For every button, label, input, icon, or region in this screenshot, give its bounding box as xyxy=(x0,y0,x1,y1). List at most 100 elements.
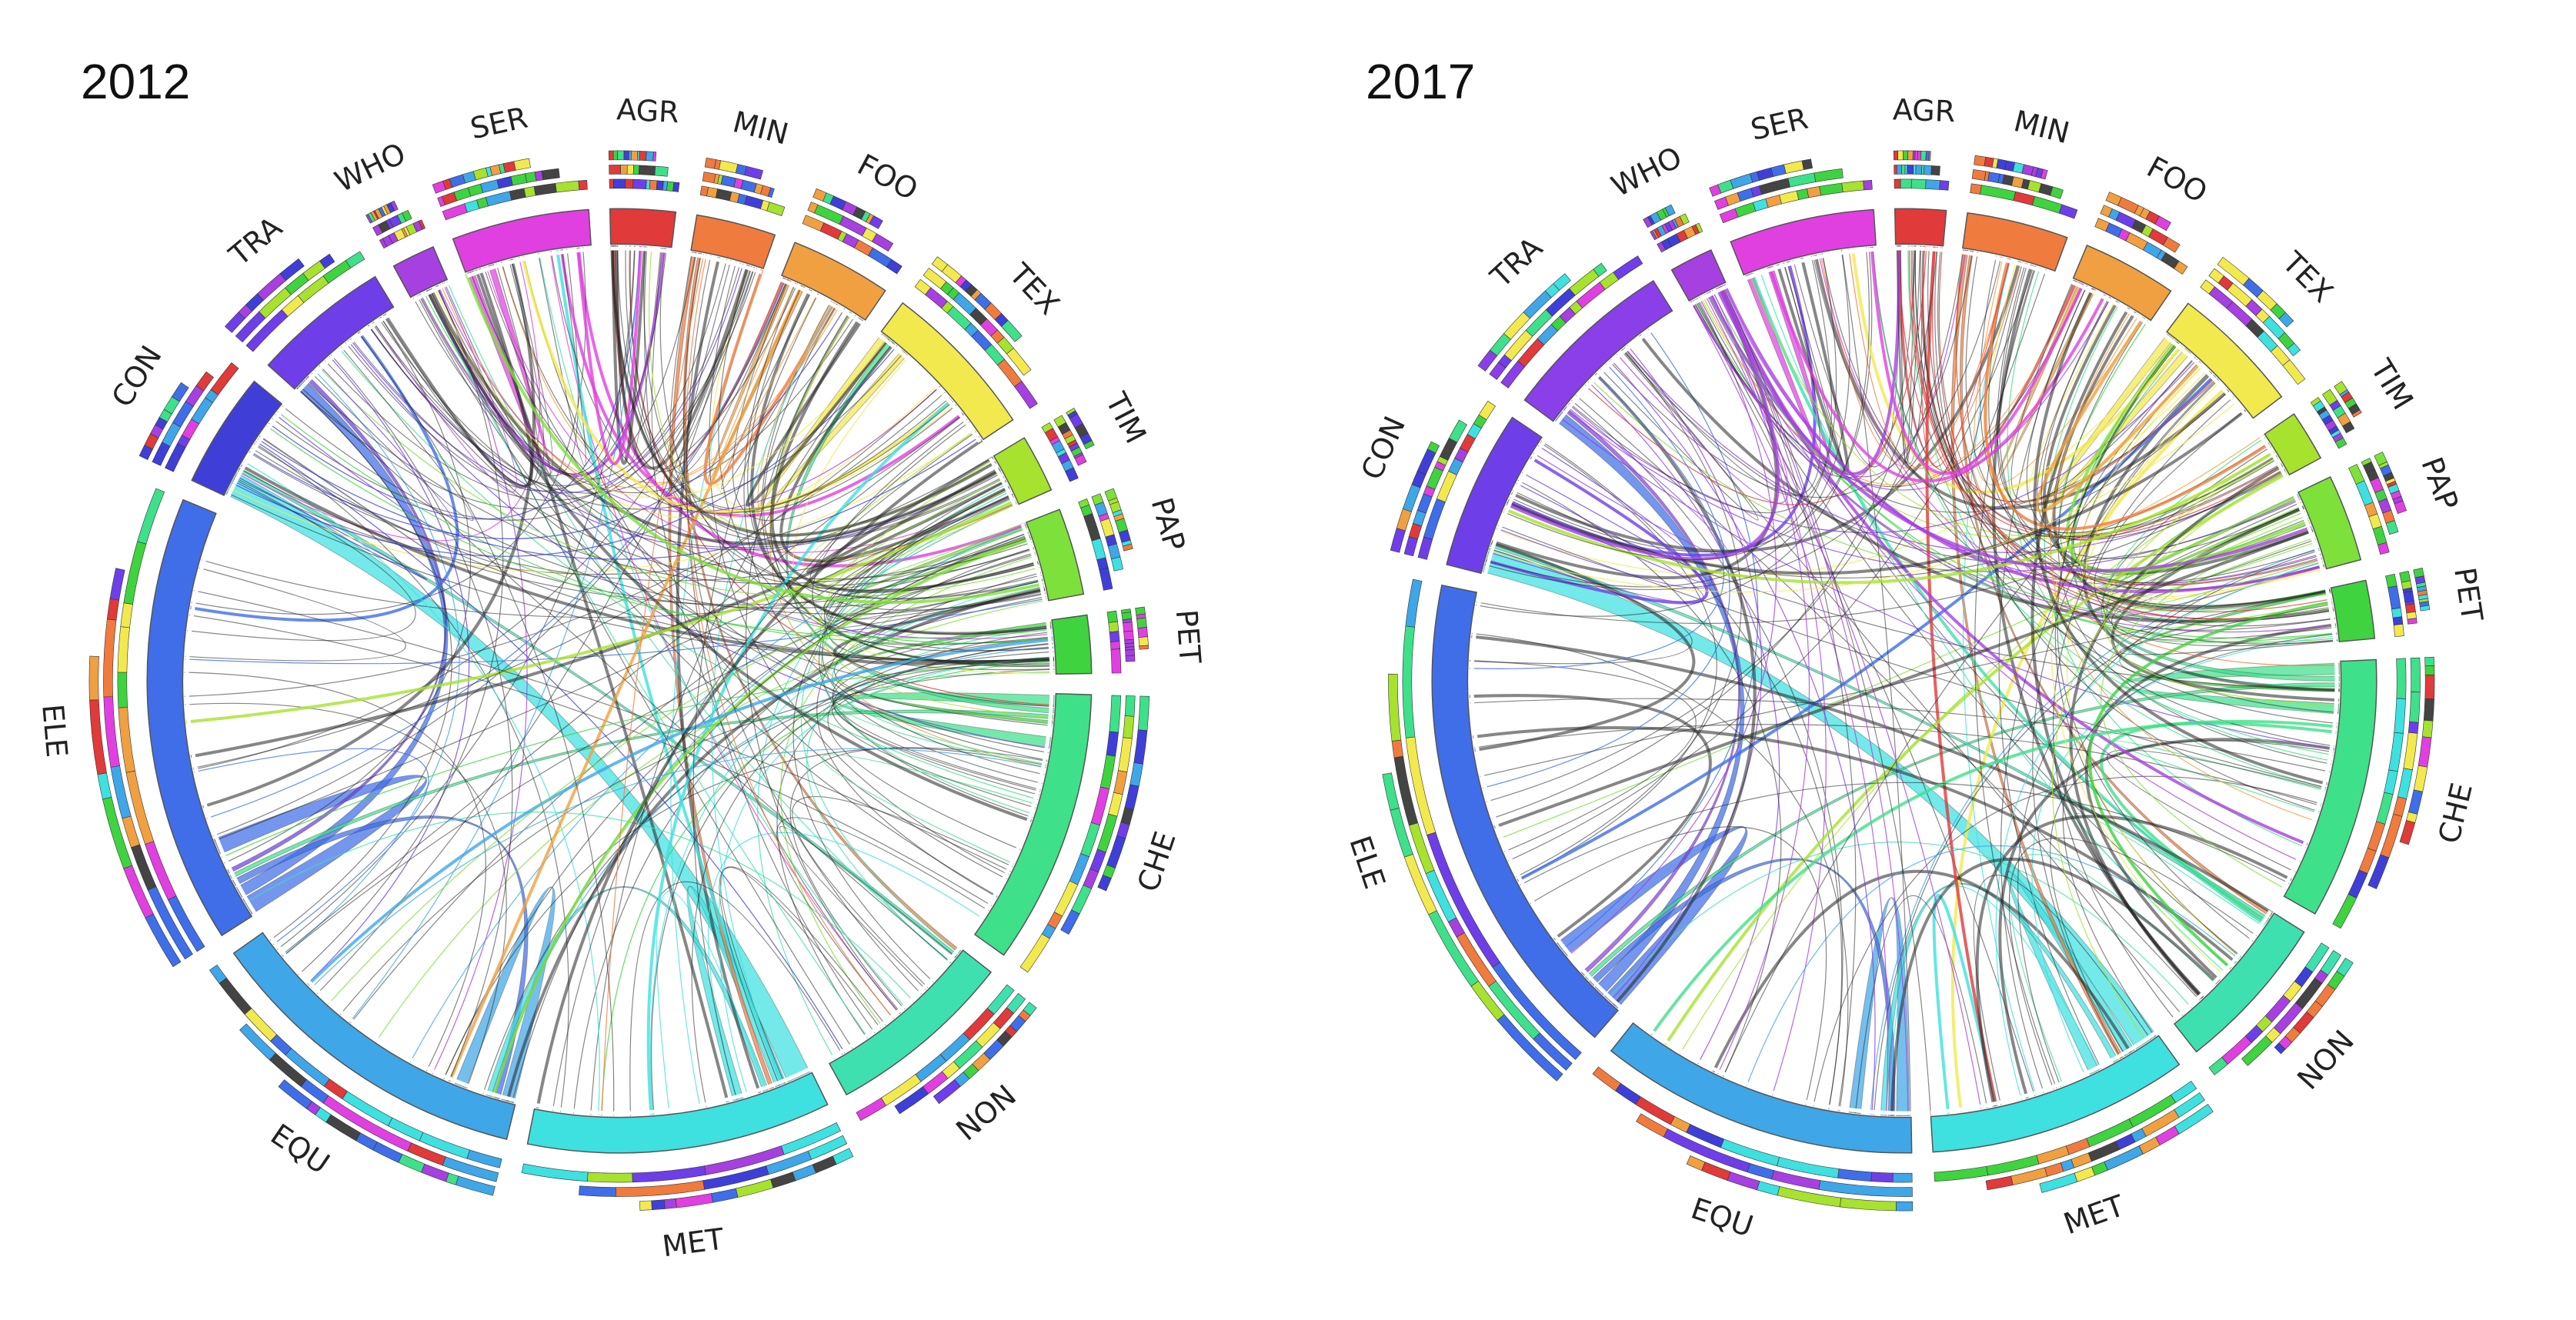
sector-inner-rim xyxy=(2163,333,2252,422)
sector-inner-rim xyxy=(1046,620,1054,675)
sector-label-non: NON xyxy=(2291,1024,2361,1096)
composition-segment xyxy=(2125,232,2148,251)
chord-fine-link xyxy=(1934,246,2320,812)
chord-fine-link xyxy=(345,248,667,492)
chord-fine-link xyxy=(483,267,1048,761)
sector-label-ser: SER xyxy=(467,101,530,146)
sector-inner-rim xyxy=(296,308,397,393)
composition-segment xyxy=(2367,854,2390,889)
composition-segment xyxy=(812,1155,837,1174)
composition-segment xyxy=(2117,197,2139,214)
chord-fine-link xyxy=(1841,250,1911,1116)
composition-segment xyxy=(856,1097,886,1122)
chord-fine-link xyxy=(776,817,989,1019)
chord-fine-link xyxy=(380,259,545,486)
chord-fine-link xyxy=(2050,340,2225,976)
composition-segment xyxy=(509,188,526,201)
chord-fine-link xyxy=(792,795,1013,988)
composition-segment xyxy=(1913,165,1917,175)
composition-segment xyxy=(2013,191,2035,206)
chord-fine-link xyxy=(1813,775,2322,1107)
chord-fine-link xyxy=(1498,495,2298,840)
sector-arc-agr xyxy=(1894,208,1947,247)
chord-fine-link xyxy=(1937,247,2335,747)
composition-segment xyxy=(2372,525,2387,545)
chord-fine-link xyxy=(659,248,1054,652)
composition-segment xyxy=(2342,421,2355,434)
sector-label-che: CHE xyxy=(2432,779,2479,846)
composition-segment xyxy=(869,215,883,229)
composition-segment xyxy=(2403,732,2418,771)
chord-fine-link xyxy=(328,539,1032,1005)
composition-segment xyxy=(1108,792,1123,817)
chord-fine-link xyxy=(833,588,1055,665)
chord-fine-link xyxy=(1938,247,2332,613)
chord-fine-link xyxy=(611,245,646,465)
composition-segment xyxy=(1970,183,1982,195)
chord-fine-link xyxy=(349,245,640,1023)
sector-inner-rim xyxy=(2259,435,2287,478)
chord-fine-link xyxy=(1584,246,1927,505)
chord-fine-link xyxy=(2035,316,2203,513)
composition-segment xyxy=(1382,772,1400,811)
composition-segment xyxy=(2348,464,2365,485)
chord-fine-link xyxy=(1927,246,2331,607)
sector-label-ele: ELE xyxy=(1343,832,1392,893)
composition-segment xyxy=(1757,1181,1780,1196)
composition-segment xyxy=(1136,617,1147,628)
composition-segment xyxy=(632,165,640,175)
chord-fine-link xyxy=(412,297,1033,580)
chord-fine-link xyxy=(1908,245,2334,620)
composition-segment xyxy=(2032,195,2063,214)
composition-segment xyxy=(1987,172,2000,184)
chord-fine-link xyxy=(206,278,786,819)
composition-segment xyxy=(2393,796,2407,817)
sector-inner-rim xyxy=(465,247,592,278)
sector-inner-rim xyxy=(2070,280,2150,326)
chord-fine-link xyxy=(2085,386,2325,600)
composition-segment xyxy=(555,180,580,193)
composition-segment xyxy=(449,174,466,188)
chord-fine-link xyxy=(1480,589,2331,778)
chord-fine-link xyxy=(1871,246,2334,756)
composition-segment xyxy=(1109,641,1121,650)
chord-fine-link xyxy=(1485,456,1709,605)
composition-segment xyxy=(2334,437,2347,449)
chord-fine-link xyxy=(1506,285,1780,561)
composition-segment xyxy=(802,215,825,232)
sector-label-pap: PAP xyxy=(2414,452,2464,514)
composition-segment xyxy=(1934,1165,1989,1182)
sector-arc-tim xyxy=(993,437,1053,505)
sector-arc-pet xyxy=(1051,614,1093,675)
composition-segment xyxy=(1123,630,1134,641)
composition-segment xyxy=(1122,543,1133,552)
composition-segment xyxy=(117,626,130,673)
composition-segment xyxy=(513,158,531,171)
chord-fine-link xyxy=(1489,400,2238,593)
chord-fine-link xyxy=(439,284,839,488)
composition-segment xyxy=(1910,178,1927,189)
chord-fine-link xyxy=(1471,632,1849,1112)
composition-segment xyxy=(609,178,614,189)
composition-segment xyxy=(2355,480,2374,506)
chord-fine-link xyxy=(492,535,1031,1098)
sector-label-tra: TRA xyxy=(222,210,289,273)
sector-arc-ser xyxy=(1730,208,1877,276)
composition-segment xyxy=(496,176,513,189)
composition-segment xyxy=(421,1163,449,1182)
composition-segment xyxy=(617,150,625,161)
composition-segment xyxy=(1894,178,1901,189)
composition-segment xyxy=(1099,754,1116,789)
chord-fine-link xyxy=(1923,245,2283,537)
composition-segment xyxy=(1139,645,1150,650)
composition-segment xyxy=(2154,215,2171,232)
composition-segment xyxy=(1416,493,1433,514)
sector-inner-rim xyxy=(2324,588,2337,642)
chord-fine-link xyxy=(2078,364,2325,598)
chord-fine-link xyxy=(2109,515,2323,612)
chord-fine-link xyxy=(368,325,1054,708)
chord-fine-link xyxy=(2102,495,2306,593)
chord-fine-link xyxy=(601,254,705,1116)
composition-segment xyxy=(2282,359,2306,385)
sector-label-agr: AGR xyxy=(616,92,679,129)
